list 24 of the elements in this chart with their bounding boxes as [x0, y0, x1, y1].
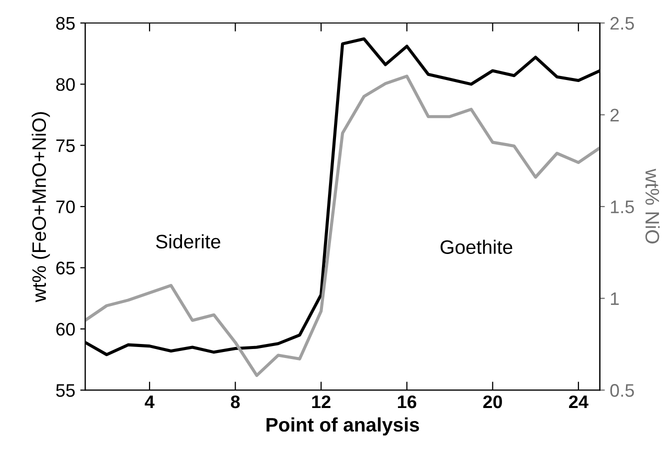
- x-tick-label: 20: [483, 395, 502, 408]
- x-tick-label: 24: [569, 395, 588, 408]
- y-tick-label: 60: [56, 322, 75, 336]
- y2-tick-label: 1: [610, 292, 619, 305]
- y-tick-label: 85: [56, 16, 75, 30]
- y-axis-title: wt% (FeO+MnO+NiO): [32, 112, 50, 302]
- y-tick-label: 55: [56, 384, 75, 397]
- y-tick-label: 65: [56, 262, 75, 274]
- x-tick-label: 12: [312, 395, 330, 408]
- line-series: [85, 74, 600, 377]
- y2-tick-label: 1.5: [610, 200, 634, 214]
- annotation: Goethite: [440, 240, 512, 254]
- x-axis-title: Point of analysis: [266, 417, 420, 436]
- y2-axis-title: wt% NiO: [645, 168, 660, 244]
- y-tick-label: 70: [56, 200, 75, 214]
- x-tick-label: 8: [230, 395, 240, 408]
- x-tick-label: 4: [144, 396, 154, 408]
- y2-tick-label: 0.5: [610, 384, 634, 397]
- y2-tick-label: 2.5: [610, 16, 634, 30]
- y-tick-label: 75: [56, 139, 75, 152]
- y2-tick-label: 2: [610, 108, 619, 122]
- annotation: Siderite: [156, 234, 220, 248]
- y-tick-label: 80: [56, 78, 75, 91]
- x-tick-label: 16: [398, 395, 416, 408]
